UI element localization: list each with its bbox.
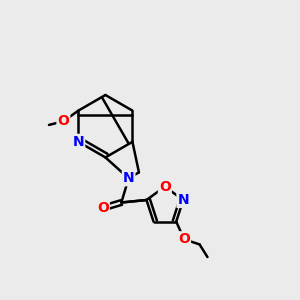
Text: O: O (178, 232, 190, 246)
Text: N: N (177, 193, 189, 207)
Text: O: O (58, 114, 69, 128)
Text: O: O (97, 201, 109, 215)
Text: O: O (159, 180, 171, 194)
Text: N: N (73, 135, 84, 149)
Text: N: N (123, 171, 134, 185)
